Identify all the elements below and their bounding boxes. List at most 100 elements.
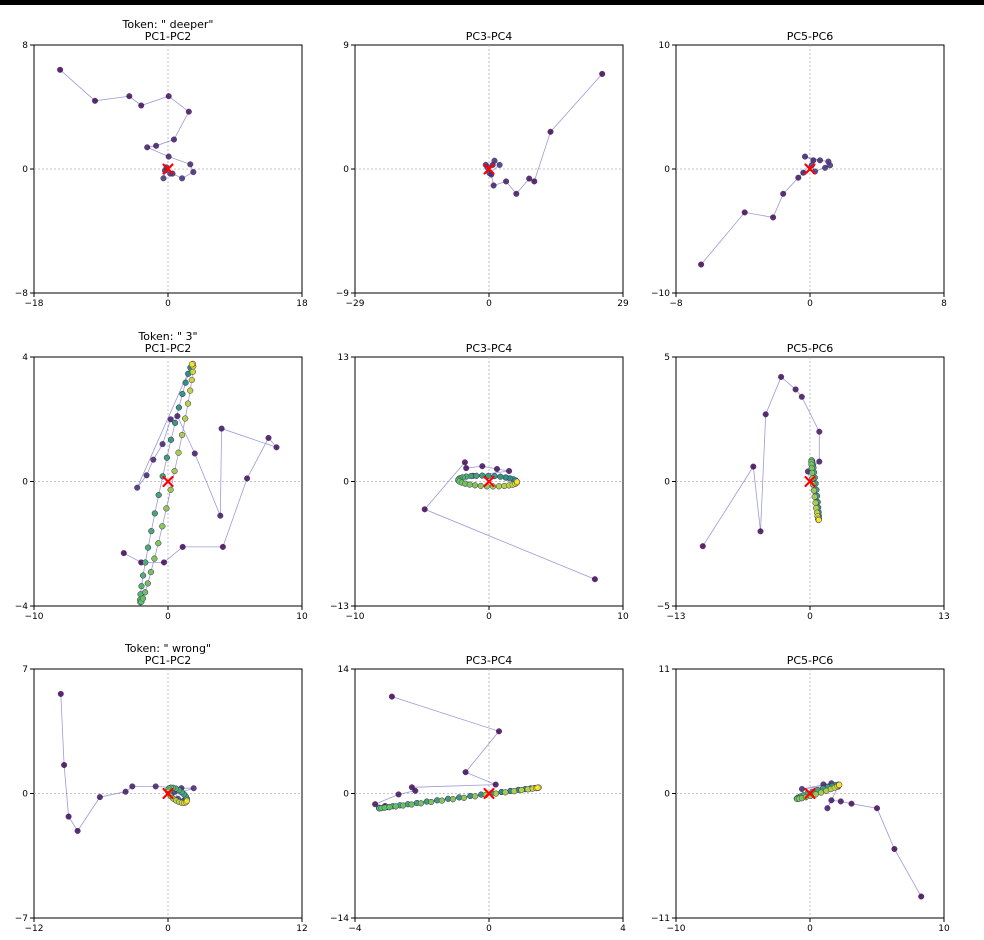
panel-5-data-point [421,506,428,513]
panel-8-data-point [392,803,399,810]
panel-6-xtick-label: 13 [938,612,949,622]
panel-4-ytick-label: −4 [15,602,29,612]
panel-4-data-point [167,416,174,423]
panel-4-data-point [142,589,149,596]
panel-9-xtick-label: 0 [807,924,813,934]
panel-4-data-point [134,484,141,491]
panel-2-data-point [503,178,510,185]
panel-7-xtick-label: −12 [25,924,44,934]
panel-7-data-point [96,794,103,801]
panel-4-data-point [179,543,186,550]
panel-8-data-point [534,784,541,791]
panel-7-xtick-label: 0 [165,924,171,934]
panel-5-xtick-label: 0 [486,612,492,622]
panel-9-ytick-label: 11 [659,665,670,675]
panel-4-xtick-label: 0 [165,612,171,622]
panel-8-xtick-label: 4 [620,924,626,934]
panel-4-data-point [184,400,191,407]
panel-5-origin-marker [483,475,495,488]
panel-1-ytick-label: 0 [22,165,28,175]
panel-2-xtick-label: 29 [617,299,629,309]
panel-5-data-point [514,478,521,485]
panel-8-xtick-label: 0 [486,924,492,934]
panel-1-xtick-label: 0 [165,299,171,309]
panel-4-data-point [155,492,162,499]
panel-4-data-point [174,413,181,420]
panel-8-data-point [388,693,395,700]
panel-1-data-point [160,175,167,182]
panel-3-xtick-label: −8 [669,299,683,309]
panel-4-title: PC1-PC2 [145,342,192,355]
panel-7-title: PC1-PC2 [145,654,192,667]
panel-4-data-point [145,544,152,551]
panel-4-ytick-label: 4 [22,353,28,363]
panel-8-ytick-label: 14 [338,665,350,675]
panel-2-data-point [490,182,497,189]
panel-8-data-point [408,801,415,808]
panel-6-data-point [816,458,823,465]
panel-8-data-point [449,796,456,803]
panel-3-data-point [741,209,748,216]
panel-5-data-point [497,473,504,480]
panel-3-data-point [770,214,777,221]
panel-8-xtick-label: −4 [348,924,362,934]
panel-6-ytick-label: 5 [664,353,670,363]
panel-2-ytick-label: −9 [336,289,350,299]
panel-1-title: PC1-PC2 [145,30,192,43]
panel-3-origin-marker [804,163,816,175]
panel-9-xtick-label: 10 [938,924,950,934]
panel-2-data-point [526,175,533,182]
panel-5-data-point [461,459,468,466]
panel-1-data-point [190,169,197,176]
panel-8-data-point [496,728,503,735]
panel-6-ytick-label: −5 [657,602,670,612]
panel-4-data-point [142,559,149,566]
panel-1-ytick-label: −8 [15,289,29,299]
panel-6-data-point [757,528,764,535]
panel-5-title: PC3-PC4 [466,342,513,355]
panel-1-data-point [179,175,186,182]
panel-3-xtick-label: 0 [807,299,813,309]
panel-2-ytick-label: 9 [343,41,349,51]
panel-4-data-point [150,456,157,463]
panel-4-data-point [160,559,167,566]
panel-1-data-point [153,142,160,149]
panel-4-data-point [143,472,150,479]
panel-7-ytick-label: −7 [15,914,28,924]
panel-9-data-point [836,781,843,788]
panel-1-data-point [126,93,133,100]
panel-9-ytick-label: 0 [664,790,670,800]
panel-4-data-point [189,368,196,375]
panel-9-data-point [799,786,806,793]
panel-5-xtick-label: 10 [617,612,629,622]
panel-4-data-point [244,475,251,482]
panel-4-data-point [217,512,224,519]
panel-6-ytick-label: 0 [664,478,670,488]
panel-8-data-point [492,781,499,788]
panel-5-ytick-label: 0 [343,478,349,488]
panel-4-data-point [159,523,166,530]
panel-9-origin-marker [804,787,816,800]
panel-4-data-point [167,436,174,443]
panel-8-data-point [438,797,445,804]
panel-4-xtick-label: −10 [25,612,44,622]
panel-4-data-point [167,486,174,493]
panel-2-data-point [496,161,503,168]
panel-1-data-point [187,161,194,168]
panel-6-data-point [699,543,706,550]
panel-6-data-point [815,516,822,523]
panel-5-data-point [502,474,509,481]
panel-7-data-point [190,785,197,792]
panel-3-data-point [817,157,824,164]
panel-3-data-point [810,157,817,164]
panel-5-data-point [472,482,479,489]
panel-8-data-point [428,799,435,806]
panel-4-data-point [163,454,170,461]
panel-8-data-point [418,800,425,807]
panel-5-ytick-label: 13 [338,353,349,363]
panel-6-data-point [812,499,819,506]
panel-1-data-point [185,108,192,115]
panel-4-data-point [265,434,272,441]
panel-9-title: PC5-PC6 [787,654,834,667]
panel-7-data-point [74,827,81,834]
